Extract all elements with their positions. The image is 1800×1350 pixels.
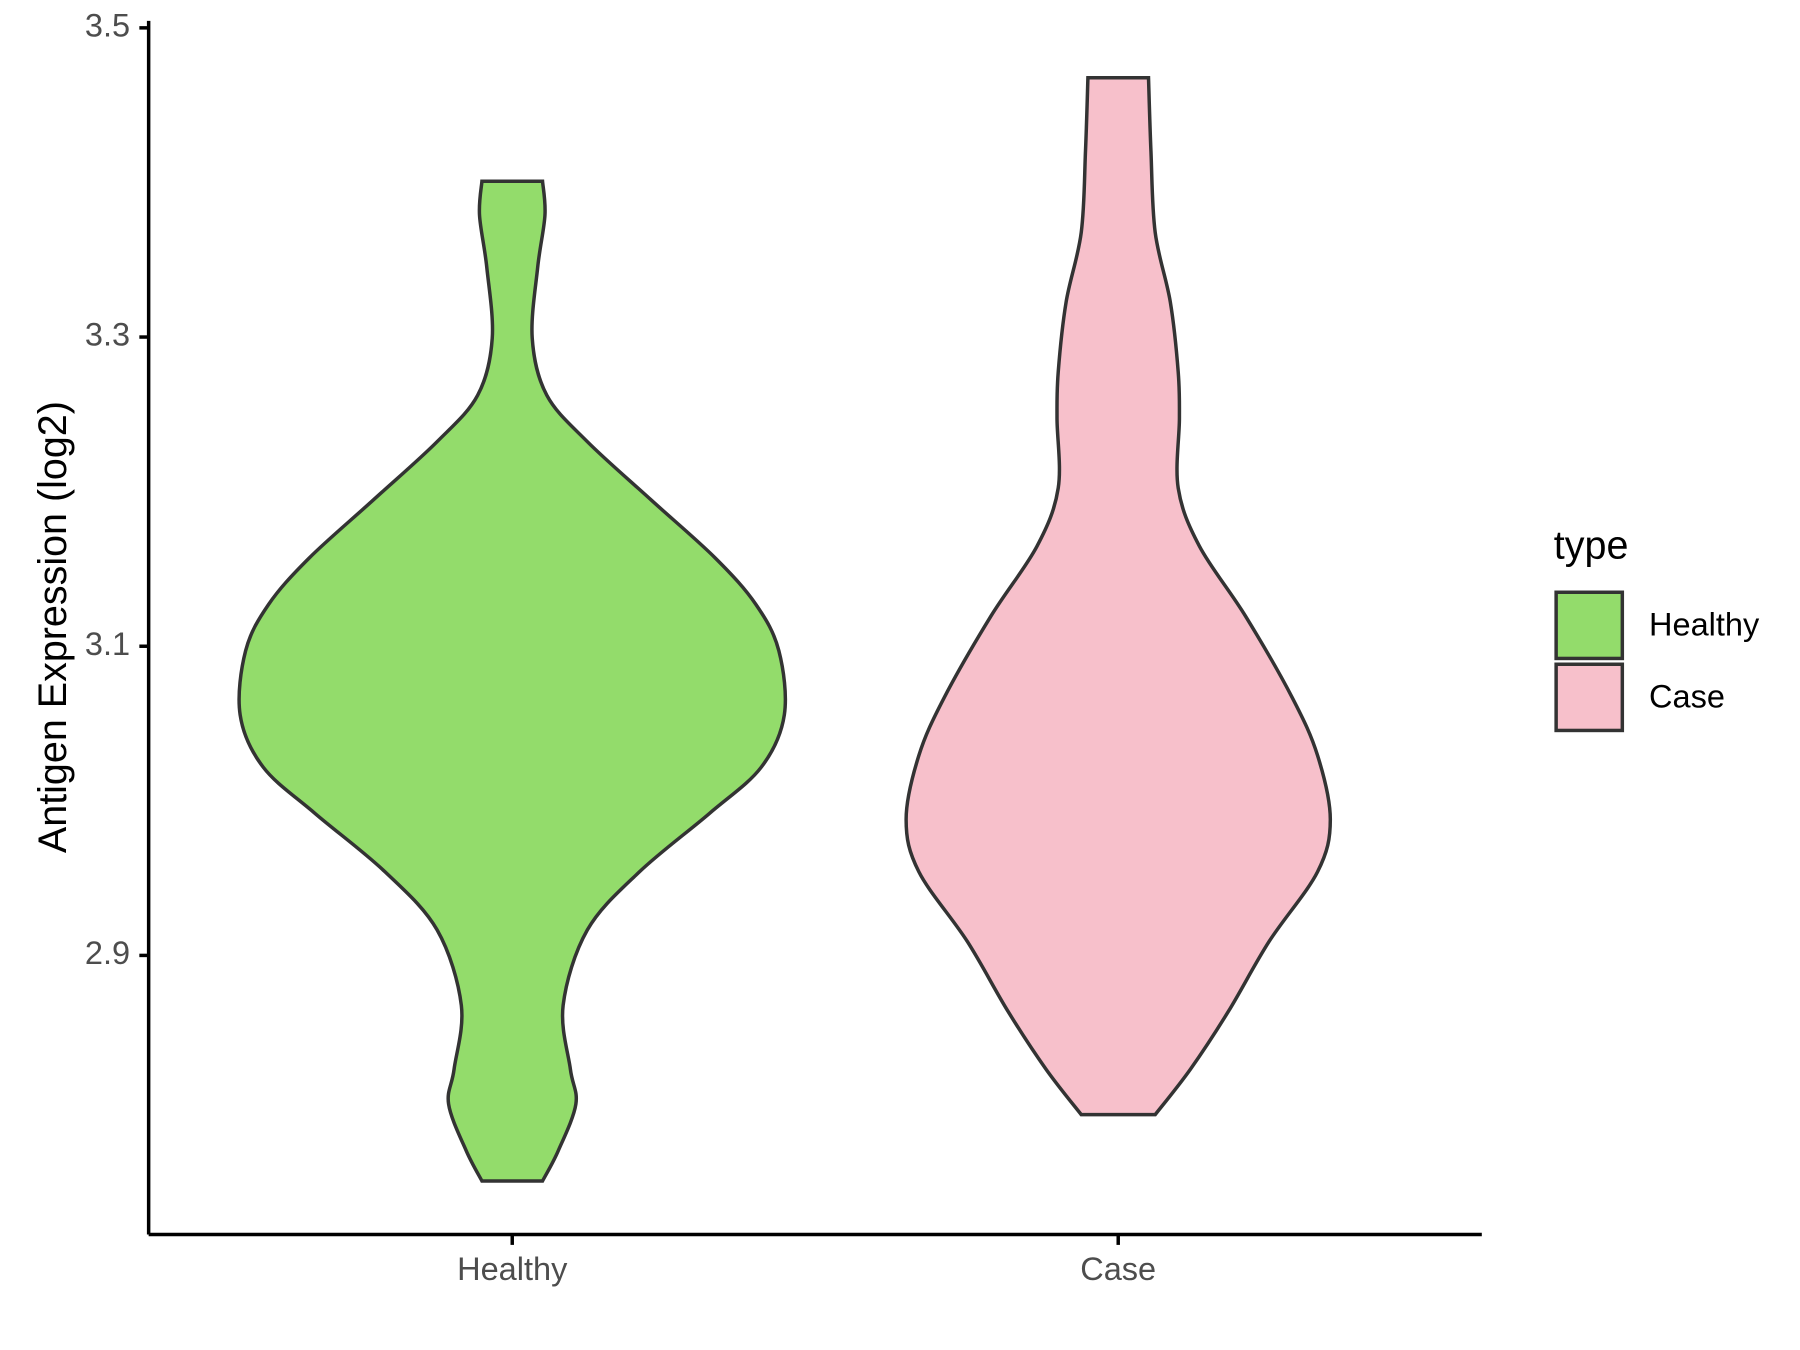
legend-key	[1554, 590, 1625, 661]
y-tick-label: 2.9	[85, 935, 130, 971]
legend-label: Healthy	[1649, 607, 1760, 643]
y-tick-label: 3.5	[85, 7, 130, 43]
violin	[904, 76, 1333, 1117]
y-tick-label: 3.1	[85, 626, 130, 662]
x-tick-label: Healthy	[457, 1251, 568, 1287]
legend-key	[1554, 662, 1625, 733]
violin	[237, 179, 788, 1183]
y-tick-label: 3.3	[85, 317, 130, 353]
y-axis-label: Antigen Expression (log2)	[31, 401, 75, 853]
legend-title: type	[1554, 524, 1629, 568]
plot-area: Antigen Expression (log2) type 2.9 3.1 3.3…	[31, 7, 1760, 1287]
legend-label: Case	[1649, 679, 1725, 715]
x-tick-label: Case	[1080, 1251, 1156, 1287]
